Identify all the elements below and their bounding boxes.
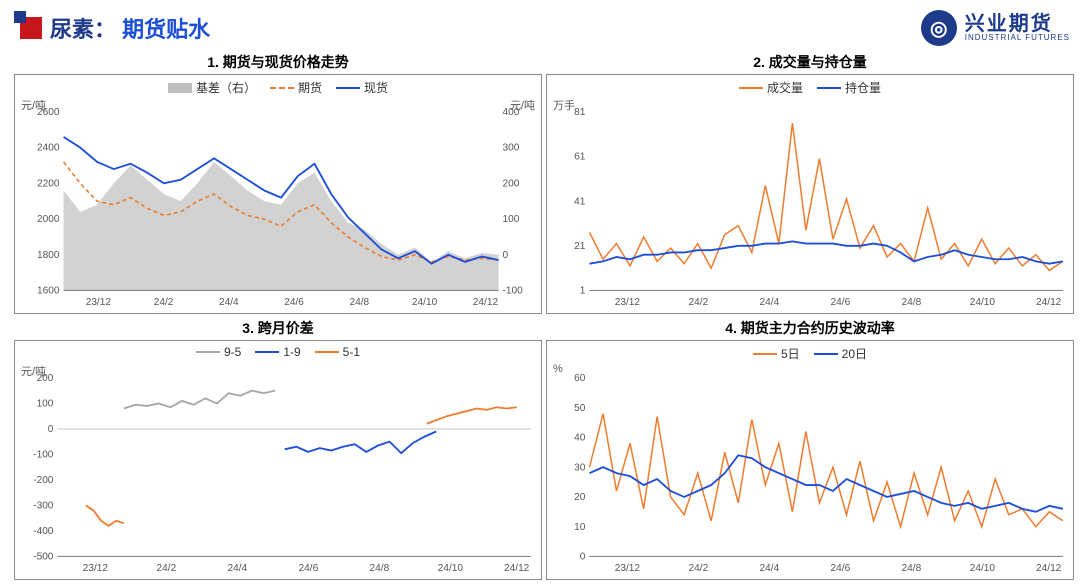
svg-text:21: 21 [574, 241, 586, 252]
svg-text:23/12: 23/12 [615, 297, 641, 308]
svg-text:24/4: 24/4 [760, 297, 780, 308]
svg-text:24/4: 24/4 [228, 563, 248, 574]
svg-text:41: 41 [574, 196, 586, 207]
title-main: 期货贴水 [122, 17, 210, 42]
chart-3-cell: 3. 跨月价差 9-51-95-1元/吨-500-400-300-200-100… [14, 318, 542, 580]
chart-4: 5日20日%010203040506023/1224/224/424/624/8… [546, 340, 1074, 580]
svg-text:24/8: 24/8 [902, 563, 922, 574]
svg-text:24/8: 24/8 [370, 563, 390, 574]
logo-text: 兴业期货 INDUSTRIAL FUTURES [965, 14, 1070, 42]
page-title: 尿素： 期货贴水 [50, 12, 210, 44]
svg-text:24/4: 24/4 [760, 563, 780, 574]
title-prefix: 尿素： [50, 17, 116, 42]
svg-text:-300: -300 [33, 500, 54, 511]
svg-text:24/6: 24/6 [284, 297, 304, 308]
svg-text:24/10: 24/10 [970, 563, 996, 574]
chart-1-title: 1. 期货与现货价格走势 [14, 52, 542, 72]
svg-text:100: 100 [503, 214, 520, 225]
chart-1-cell: 1. 期货与现货价格走势 基差（右）期货现货元/吨元/吨160018002000… [14, 52, 542, 314]
svg-text:24/10: 24/10 [412, 297, 438, 308]
svg-text:24/6: 24/6 [831, 563, 851, 574]
svg-text:61: 61 [574, 152, 586, 163]
chart-2: 成交量持仓量万手12141618123/1224/224/424/624/824… [546, 74, 1074, 314]
svg-text:1800: 1800 [37, 250, 60, 261]
svg-text:24/2: 24/2 [157, 563, 177, 574]
brand-logo: ◎ 兴业期货 INDUSTRIAL FUTURES [921, 10, 1070, 46]
svg-text:10: 10 [574, 522, 586, 533]
svg-text:24/12: 24/12 [504, 563, 530, 574]
chart-2-title: 2. 成交量与持仓量 [546, 52, 1074, 72]
svg-text:24/6: 24/6 [831, 297, 851, 308]
svg-text:40: 40 [574, 432, 586, 443]
decor-square-icon [20, 17, 42, 39]
svg-text:24/10: 24/10 [438, 563, 464, 574]
svg-text:24/2: 24/2 [689, 563, 709, 574]
chart-1: 基差（右）期货现货元/吨元/吨160018002000220024002600-… [14, 74, 542, 314]
svg-text:400: 400 [503, 107, 520, 118]
svg-text:50: 50 [574, 403, 586, 414]
svg-text:0: 0 [48, 424, 54, 435]
svg-text:0: 0 [580, 551, 586, 562]
chart-4-title: 4. 期货主力合约历史波动率 [546, 318, 1074, 338]
page-header: 尿素： 期货贴水 ◎ 兴业期货 INDUSTRIAL FUTURES [20, 8, 1070, 48]
svg-text:2400: 2400 [37, 143, 60, 154]
svg-text:24/2: 24/2 [689, 297, 709, 308]
svg-text:1: 1 [580, 285, 586, 296]
svg-text:-500: -500 [33, 551, 54, 562]
svg-text:200: 200 [37, 373, 54, 384]
svg-text:23/12: 23/12 [615, 563, 641, 574]
svg-text:-200: -200 [33, 475, 54, 486]
svg-text:24/6: 24/6 [299, 563, 319, 574]
svg-text:24/12: 24/12 [473, 297, 499, 308]
svg-text:24/12: 24/12 [1036, 297, 1062, 308]
svg-text:24/12: 24/12 [1036, 563, 1062, 574]
logo-mark-icon: ◎ [921, 10, 957, 46]
svg-text:24/4: 24/4 [219, 297, 239, 308]
svg-text:100: 100 [37, 398, 54, 409]
svg-text:24/2: 24/2 [154, 297, 174, 308]
logo-cn: 兴业期货 [965, 14, 1070, 34]
svg-text:0: 0 [503, 250, 509, 261]
svg-text:2000: 2000 [37, 214, 60, 225]
svg-text:-400: -400 [33, 526, 54, 537]
title-block: 尿素： 期货贴水 [20, 12, 210, 44]
svg-text:30: 30 [574, 462, 586, 473]
svg-text:23/12: 23/12 [83, 563, 109, 574]
svg-text:-100: -100 [33, 449, 54, 460]
svg-text:-100: -100 [503, 285, 524, 296]
chart-3-title: 3. 跨月价差 [14, 318, 542, 338]
chart-3: 9-51-95-1元/吨-500-400-300-200-10001002002… [14, 340, 542, 580]
svg-text:81: 81 [574, 107, 586, 118]
chart-2-cell: 2. 成交量与持仓量 成交量持仓量万手12141618123/1224/224/… [546, 52, 1074, 314]
svg-text:20: 20 [574, 492, 586, 503]
svg-text:24/10: 24/10 [970, 297, 996, 308]
svg-text:2600: 2600 [37, 107, 60, 118]
svg-text:24/8: 24/8 [902, 297, 922, 308]
svg-text:2200: 2200 [37, 178, 60, 189]
svg-text:200: 200 [503, 178, 520, 189]
svg-text:300: 300 [503, 143, 520, 154]
svg-text:60: 60 [574, 373, 586, 384]
logo-en: INDUSTRIAL FUTURES [965, 34, 1070, 42]
svg-text:23/12: 23/12 [86, 297, 112, 308]
svg-text:1600: 1600 [37, 285, 60, 296]
charts-grid: 1. 期货与现货价格走势 基差（右）期货现货元/吨元/吨160018002000… [14, 52, 1074, 580]
chart-4-cell: 4. 期货主力合约历史波动率 5日20日%010203040506023/122… [546, 318, 1074, 580]
svg-text:24/8: 24/8 [349, 297, 369, 308]
